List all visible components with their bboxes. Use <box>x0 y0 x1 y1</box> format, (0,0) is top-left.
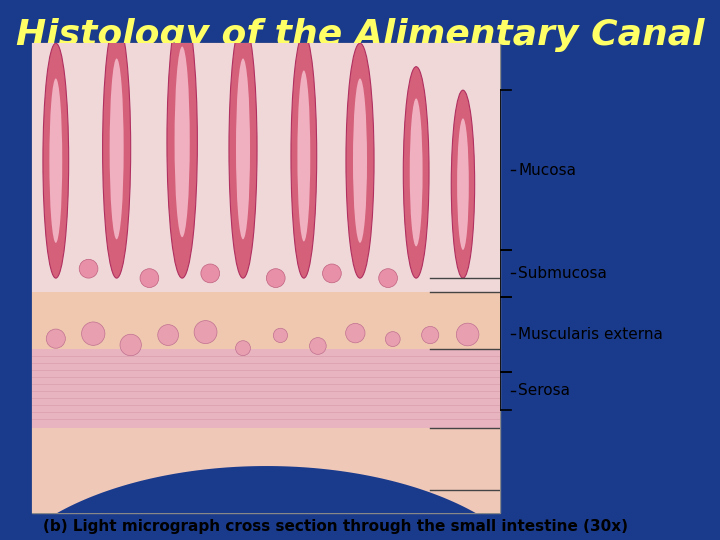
Ellipse shape <box>229 19 257 278</box>
Bar <box>32 43 500 325</box>
Text: Mucosa: Mucosa <box>518 163 577 178</box>
Circle shape <box>231 335 255 359</box>
Circle shape <box>385 335 400 350</box>
Circle shape <box>161 335 176 351</box>
Circle shape <box>306 322 330 346</box>
Ellipse shape <box>291 34 317 278</box>
Circle shape <box>266 269 285 287</box>
Circle shape <box>124 326 138 340</box>
Circle shape <box>379 269 397 287</box>
Circle shape <box>419 321 441 344</box>
Text: Histology of the Alimentary Canal: Histology of the Alimentary Canal <box>16 18 704 52</box>
Ellipse shape <box>236 58 250 239</box>
Ellipse shape <box>167 5 197 278</box>
Bar <box>32 428 500 513</box>
Ellipse shape <box>174 46 190 237</box>
Bar <box>32 43 500 301</box>
Ellipse shape <box>297 70 310 241</box>
Text: Muscularis externa: Muscularis externa <box>518 327 663 342</box>
Circle shape <box>201 264 220 283</box>
Ellipse shape <box>103 19 131 278</box>
Circle shape <box>79 259 98 278</box>
Bar <box>32 349 500 428</box>
Ellipse shape <box>50 78 62 243</box>
Circle shape <box>194 324 217 347</box>
Circle shape <box>272 340 289 357</box>
Text: Submucosa: Submucosa <box>518 266 607 281</box>
Circle shape <box>48 339 63 354</box>
Ellipse shape <box>457 118 469 250</box>
Ellipse shape <box>410 98 423 246</box>
Circle shape <box>346 333 365 352</box>
Ellipse shape <box>109 58 124 239</box>
Text: (b) Light micrograph cross section through the small intestine (30x): (b) Light micrograph cross section throu… <box>43 519 628 534</box>
Circle shape <box>140 269 159 287</box>
Bar <box>32 43 500 513</box>
Ellipse shape <box>346 43 374 278</box>
Ellipse shape <box>43 43 68 278</box>
Circle shape <box>86 338 101 353</box>
Text: Serosa: Serosa <box>518 383 570 399</box>
Circle shape <box>459 329 476 347</box>
Ellipse shape <box>353 78 367 243</box>
Bar <box>32 292 500 349</box>
Ellipse shape <box>451 90 474 278</box>
Ellipse shape <box>403 66 429 278</box>
Circle shape <box>323 264 341 283</box>
